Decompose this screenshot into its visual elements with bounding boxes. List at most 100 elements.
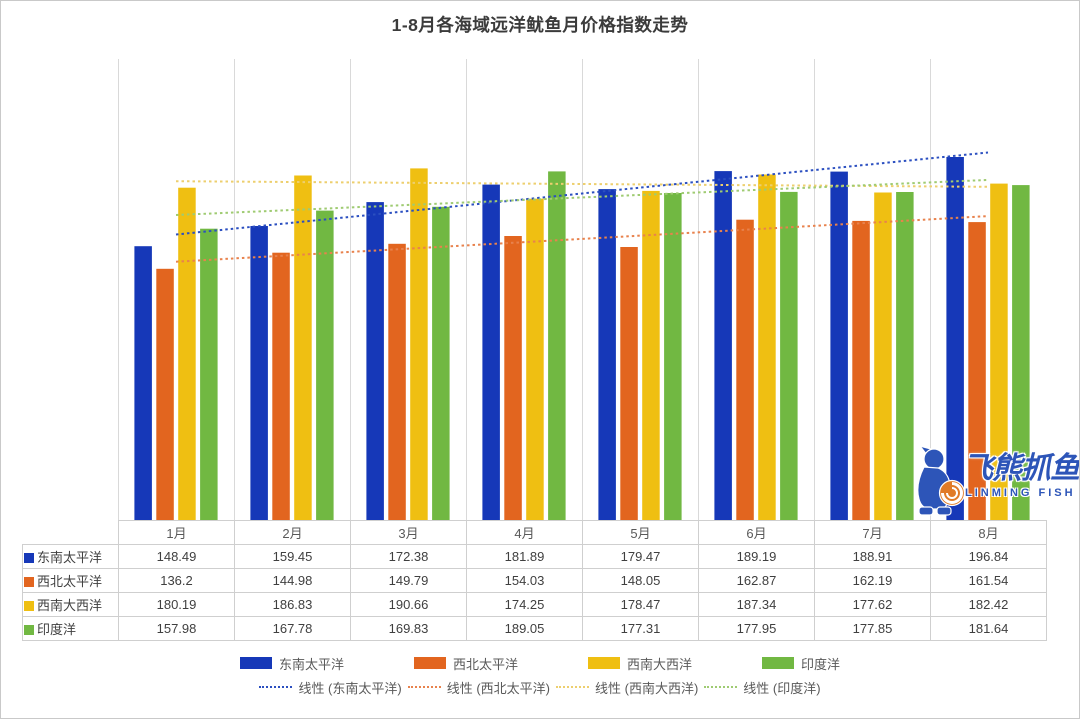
bear-logo-icon (917, 444, 966, 516)
chart-bar (156, 268, 174, 520)
chart-bar (178, 187, 196, 520)
chart-bar (1012, 185, 1030, 520)
month-header-cell: 1月 (118, 520, 235, 545)
watermark-english-text: LINMING FISH (965, 487, 1076, 499)
chart-bar (272, 252, 290, 520)
value-cell: 190.66 (350, 592, 467, 617)
value-cell: 169.83 (350, 616, 467, 641)
chart-bar (990, 183, 1008, 520)
trendline (175, 215, 989, 263)
chart-bar (250, 226, 268, 520)
chart-bar (526, 198, 544, 520)
chart-bar (366, 202, 384, 520)
legend-series-item: 西南大西洋 (588, 654, 692, 673)
month-header-cell: 8月 (930, 520, 1047, 545)
legend-color-swatch (762, 657, 795, 669)
value-cell: 172.38 (350, 544, 467, 569)
legend-series-item: 西北太平洋 (413, 654, 518, 673)
legend-color-swatch (588, 657, 620, 669)
value-cell: 177.85 (814, 616, 931, 641)
bar-chart-plot (118, 59, 1030, 520)
value-cell: 149.79 (350, 568, 467, 593)
legend-trendline-label: 线性 (西北太平洋) (446, 680, 550, 696)
value-cell: 180.19 (118, 592, 235, 617)
legend-dotted-swatch (407, 686, 441, 688)
value-cell: 177.95 (698, 616, 815, 641)
data-table: 1月 2月 3月 4月 5月 6月 7月 8月 东南太平洋 148.49 159.45 172.38 1… (22, 520, 1047, 641)
legend-series-label: 印度洋 (801, 656, 841, 672)
legend-series-item: 印度洋 (762, 654, 840, 673)
chart-bar (852, 220, 870, 520)
series-name-cell: 西北太平洋 (22, 568, 119, 593)
legend-trendline-label: 线性 (印度洋) (743, 680, 821, 696)
chart-legend: 东南太平洋 西北太平洋 西南大西洋 印度洋 线性 (东南太平洋) 线性 (西北太平洋) 线… (1, 652, 1079, 698)
legend-series-item: 东南太平洋 (239, 654, 344, 673)
series-key-swatch (24, 625, 34, 635)
value-cell: 178.47 (582, 592, 699, 617)
chart-bar (664, 193, 682, 520)
chart-bar (830, 171, 848, 520)
series-key-swatch (24, 553, 34, 563)
legend-series-label: 西南大西洋 (627, 656, 693, 672)
chart-bar (642, 190, 660, 520)
chart-bar (714, 171, 732, 520)
value-cell: 196.84 (930, 544, 1047, 569)
chart-bar (874, 192, 892, 520)
trendline (175, 178, 989, 216)
value-cell: 189.19 (698, 544, 815, 569)
chart-bar (294, 175, 312, 520)
chart-bar (598, 189, 616, 520)
value-cell: 181.64 (930, 616, 1047, 641)
value-cell: 179.47 (582, 544, 699, 569)
legend-row-series: 东南太平洋 西北太平洋 西南大西洋 印度洋 (1, 652, 1079, 674)
chart-bar (758, 174, 776, 520)
month-header-cell: 2月 (234, 520, 351, 545)
value-cell: 187.34 (698, 592, 815, 617)
month-header-cell: 4月 (466, 520, 583, 545)
chart-bar (432, 206, 450, 520)
chart-bar (620, 247, 638, 520)
table-row: 西南大西洋 180.19 186.83 190.66 174.25 178.47 187.3… (22, 592, 1047, 617)
chart-bar (896, 192, 914, 520)
legend-trendline-label: 线性 (东南太平洋) (298, 680, 402, 696)
value-cell: 159.45 (234, 544, 351, 569)
legend-trendline-label: 线性 (西南大西洋) (595, 680, 699, 696)
value-cell: 177.62 (814, 592, 931, 617)
table-row: 西北太平洋 136.2 144.98 149.79 154.03 148.05 162.87… (22, 568, 1047, 593)
legend-trendline-item: 线性 (印度洋) (704, 678, 821, 697)
value-cell: 177.31 (582, 616, 699, 641)
month-header-cell: 5月 (582, 520, 699, 545)
series-key-swatch (24, 577, 34, 587)
month-header-cell: 3月 (350, 520, 467, 545)
chart-bar (200, 228, 218, 520)
legend-trendline-item: 线性 (西南大西洋) (556, 678, 698, 697)
month-header-cell: 6月 (698, 520, 815, 545)
value-cell: 157.98 (118, 616, 235, 641)
series-key-swatch (24, 601, 34, 611)
table-header-row: 1月 2月 3月 4月 5月 6月 7月 8月 (23, 520, 1047, 545)
value-cell: 136.2 (118, 568, 235, 593)
chart-bar (504, 236, 522, 520)
chart-bar (968, 222, 986, 520)
value-cell: 174.25 (466, 592, 583, 617)
value-cell: 186.83 (234, 592, 351, 617)
brand-watermark: 飞熊抓鱼 LINMING FISH (913, 443, 1079, 517)
legend-trendline-item: 线性 (西北太平洋) (407, 678, 550, 697)
value-cell: 148.49 (118, 544, 235, 569)
value-cell: 167.78 (234, 616, 351, 641)
table-corner-blank (23, 521, 119, 545)
chart-bar (548, 171, 566, 520)
legend-dotted-swatch (259, 686, 293, 688)
chart-bar (388, 243, 406, 520)
legend-color-swatch (413, 657, 446, 669)
legend-color-swatch (239, 657, 272, 669)
value-cell: 181.89 (466, 544, 583, 569)
value-cell: 182.42 (930, 592, 1047, 617)
value-cell: 188.91 (814, 544, 931, 569)
table-row: 东南太平洋 148.49 159.45 172.38 181.89 179.47 189.1… (22, 544, 1047, 569)
value-cell: 154.03 (466, 568, 583, 593)
chart-bar (946, 157, 964, 520)
chart-bar (316, 210, 334, 520)
series-name-cell: 西南大西洋 (22, 592, 119, 617)
